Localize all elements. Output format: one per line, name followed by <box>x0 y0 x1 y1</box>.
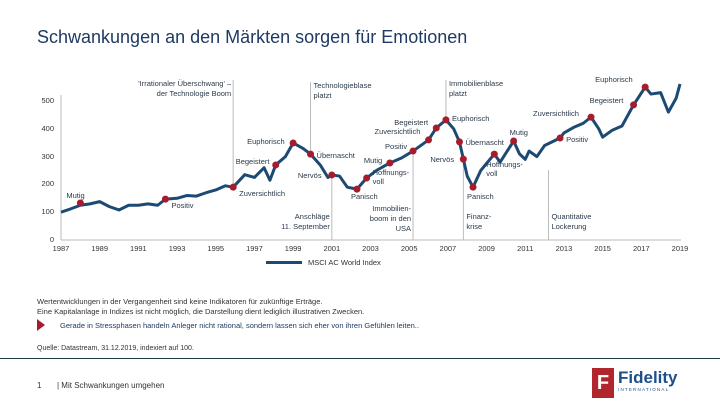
key-message: Gerade in Stressphasen handeln Anleger n… <box>60 321 419 330</box>
footer-divider <box>0 358 720 359</box>
event-label: Quantitative Lockerung <box>551 212 592 231</box>
marker-label: Begeistert <box>589 95 624 105</box>
x-tick-label: 2015 <box>594 244 611 253</box>
x-tick-label: 2007 <box>439 244 457 253</box>
marker-label: Positiv <box>385 142 408 152</box>
y-tick-label: 400 <box>41 123 54 133</box>
marker-label: Zuversichtlich <box>239 189 286 199</box>
x-tick-label: 1997 <box>246 244 263 253</box>
series-line <box>60 83 682 214</box>
emotion-marker <box>459 155 467 163</box>
marker-label: Mutig <box>363 155 383 165</box>
x-tick-label: 2005 <box>400 244 418 253</box>
emotion-marker <box>386 159 394 167</box>
emotion-marker <box>432 124 440 132</box>
marker-label: Zuversichtlich <box>533 109 579 119</box>
footer-section: | Mit Schwankungen umgehen <box>57 381 165 390</box>
emotion-marker <box>442 116 450 124</box>
x-tick-label: 1993 <box>168 244 186 253</box>
emotion-marker <box>455 138 463 146</box>
x-tick-label: 2017 <box>632 244 650 253</box>
emotion-marker <box>490 150 498 158</box>
marker-label: Nervös <box>297 170 322 180</box>
bullet-arrow-icon <box>37 319 45 331</box>
y-tick-label: 300 <box>41 151 54 161</box>
marker-label: Panisch <box>350 192 378 202</box>
y-tick-label: 500 <box>41 96 54 105</box>
logo-sub: INTERNATIONAL <box>618 387 670 392</box>
logo-mark: F <box>592 368 614 398</box>
emotion-marker <box>587 113 595 121</box>
event-label: Immobilien- boom in den USA <box>369 204 412 233</box>
y-tick-label: 200 <box>41 179 54 189</box>
marker-label: Panisch <box>467 192 494 202</box>
emotion-marker <box>630 101 638 109</box>
fidelity-logo: F Fidelity INTERNATIONAL <box>592 368 678 398</box>
marker-label: Übernascht <box>465 137 504 147</box>
event-label: Finanz- krise <box>466 212 492 231</box>
event-label: Anschläge 11. September <box>281 212 330 231</box>
emotion-marker <box>289 139 297 147</box>
marker-label: Nervös <box>430 155 455 165</box>
y-tick-label: 0 <box>49 235 54 244</box>
disclaimer-1: Wertentwicklungen in der Vergangenheit s… <box>37 297 323 306</box>
emotion-marker <box>363 174 371 182</box>
marker-label: Euphorisch <box>451 113 490 123</box>
legend-swatch <box>266 261 302 264</box>
page-title: Schwankungen an den Märkten sorgen für E… <box>37 27 468 47</box>
y-tick-label: 100 <box>41 207 54 217</box>
emotion-marker <box>425 136 433 144</box>
emotion-marker <box>328 171 336 179</box>
emotion-marker <box>307 150 315 158</box>
emotion-marker <box>641 83 649 91</box>
marker-label: Euphorisch <box>595 75 633 85</box>
emotion-marker <box>556 134 564 142</box>
legend-label: MSCI AC World Index <box>308 258 381 267</box>
logo-name: Fidelity <box>618 368 678 387</box>
x-tick-label: 1989 <box>91 244 109 253</box>
event-label: Immobilienblase platzt <box>448 79 504 98</box>
source-note: Quelle: Datastream, 31.12.2019, indexier… <box>37 345 194 352</box>
marker-label: Begeistert <box>235 156 270 166</box>
emotion-marker <box>409 147 417 155</box>
marker-label: Hoffnungs- voll <box>486 160 523 179</box>
x-tick-label: 2019 <box>671 244 689 253</box>
emotion-marker <box>272 161 280 169</box>
x-tick-label: 1987 <box>52 244 70 253</box>
marker-label: Positiv <box>171 201 194 211</box>
marker-label: Mutig <box>509 128 528 138</box>
emotion-marker <box>353 185 361 193</box>
emotion-marker <box>76 199 84 207</box>
x-tick-label: 1995 <box>207 244 225 253</box>
page-number: 1 <box>37 381 42 390</box>
line-chart <box>60 80 682 241</box>
marker-label: Positiv <box>566 134 589 144</box>
disclaimer-2: Eine Kapitalanlage in Indizes ist nicht … <box>37 307 365 316</box>
marker-label: Übernascht <box>316 151 355 161</box>
x-tick-label: 2011 <box>517 244 534 253</box>
marker-label: Hoffnungs- voll <box>372 168 410 186</box>
x-tick-label: 2009 <box>478 244 495 253</box>
marker-label: Zuversichtlich <box>374 126 421 136</box>
marker-label: Mutig <box>66 191 85 201</box>
event-label: 'Irrationaler Überschwang' – der Technol… <box>138 79 232 98</box>
x-tick-label: 1991 <box>130 244 147 253</box>
x-tick-label: 2003 <box>362 244 379 253</box>
marker-label: Euphorisch <box>247 136 285 146</box>
x-tick-label: 2013 <box>555 244 573 253</box>
x-tick-label: 1999 <box>284 244 302 253</box>
emotion-marker <box>161 195 169 203</box>
emotion-marker <box>469 183 477 191</box>
marker-label: Begeistert <box>394 117 429 127</box>
legend: MSCI AC World Index <box>266 258 381 267</box>
emotion-marker <box>229 183 237 191</box>
emotion-marker <box>510 137 518 145</box>
x-tick-label: 2001 <box>323 244 341 253</box>
event-label: Technologieblase platzt <box>313 81 372 100</box>
